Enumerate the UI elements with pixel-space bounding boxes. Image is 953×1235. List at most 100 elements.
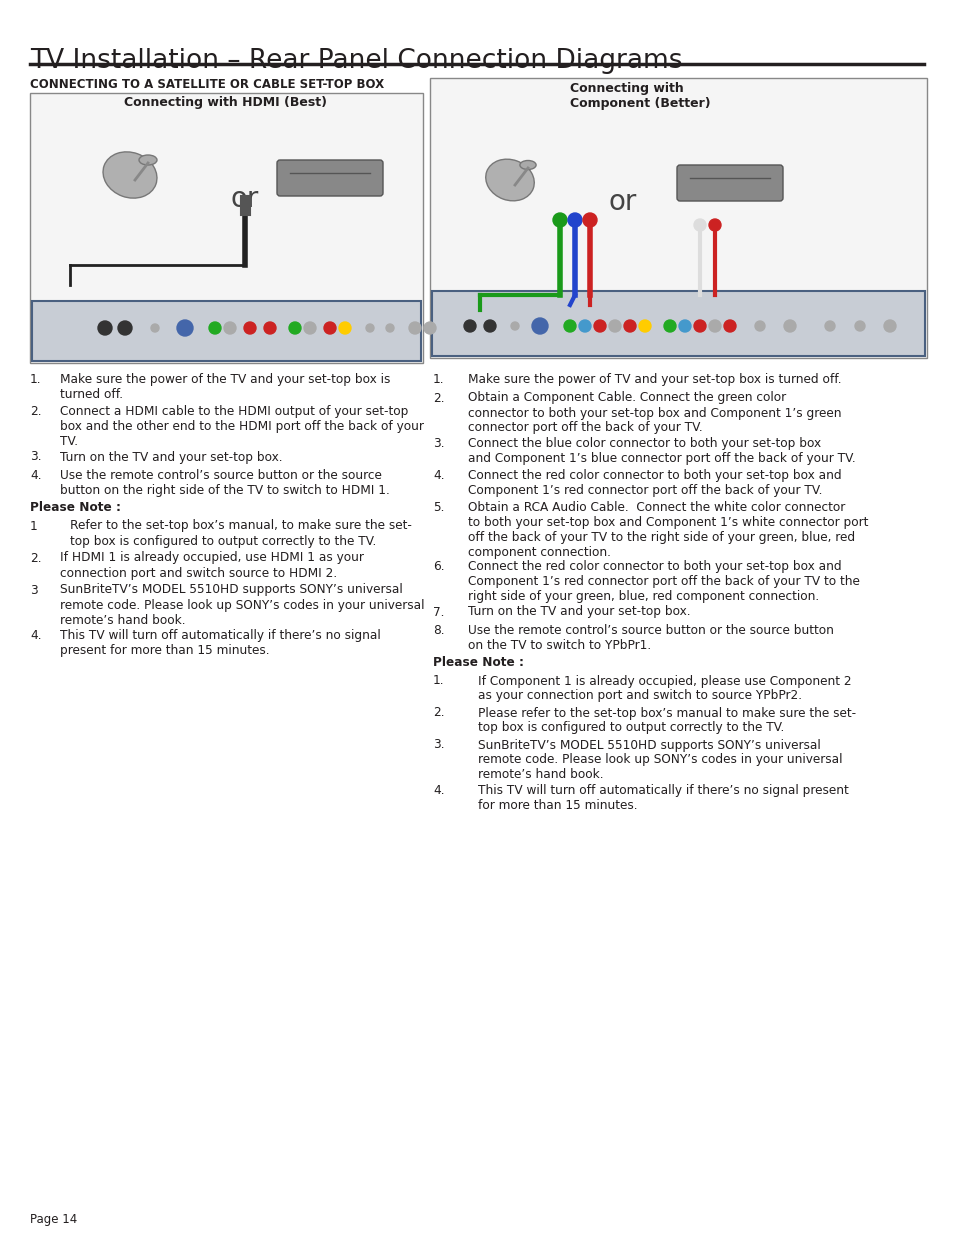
Text: 3.: 3. xyxy=(30,451,42,463)
Circle shape xyxy=(723,320,735,332)
FancyBboxPatch shape xyxy=(430,78,926,358)
Circle shape xyxy=(708,320,720,332)
Text: If Component 1 is already occupied, please use Component 2
as your connection po: If Component 1 is already occupied, plea… xyxy=(477,674,851,703)
Circle shape xyxy=(693,320,705,332)
Circle shape xyxy=(264,322,275,333)
Circle shape xyxy=(693,219,705,231)
Circle shape xyxy=(483,320,496,332)
Circle shape xyxy=(824,321,834,331)
Text: TV Installation – Rear Panel Connection Diagrams: TV Installation – Rear Panel Connection … xyxy=(30,48,681,74)
Circle shape xyxy=(118,321,132,335)
Text: 1.: 1. xyxy=(433,674,444,688)
Text: 6.: 6. xyxy=(433,559,444,573)
Circle shape xyxy=(304,322,315,333)
Circle shape xyxy=(623,320,636,332)
Text: 2.: 2. xyxy=(30,405,42,417)
Circle shape xyxy=(511,322,518,330)
Text: 4.: 4. xyxy=(433,469,444,482)
Circle shape xyxy=(582,212,597,227)
Ellipse shape xyxy=(103,152,157,198)
Text: Make sure the power of the TV and your set-top box is
turned off.: Make sure the power of the TV and your s… xyxy=(60,373,390,401)
Text: This TV will turn off automatically if there’s no signal
present for more than 1: This TV will turn off automatically if t… xyxy=(60,629,380,657)
Circle shape xyxy=(423,322,436,333)
Text: Obtain a RCA Audio Cable.  Connect the white color connector
to both your set-to: Obtain a RCA Audio Cable. Connect the wh… xyxy=(468,501,867,559)
Text: Connecting with HDMI (Best): Connecting with HDMI (Best) xyxy=(125,96,327,109)
Text: 5.: 5. xyxy=(433,501,444,514)
Text: 2.: 2. xyxy=(433,706,444,720)
Circle shape xyxy=(608,320,620,332)
Text: 2.: 2. xyxy=(30,552,42,564)
Circle shape xyxy=(854,321,864,331)
Text: Use the remote control’s source button or the source
button on the right side of: Use the remote control’s source button o… xyxy=(60,469,390,496)
Text: Connect the red color connector to both your set-top box and
Component 1’s red c: Connect the red color connector to both … xyxy=(468,559,859,603)
Circle shape xyxy=(754,321,764,331)
Text: This TV will turn off automatically if there’s no signal present
for more than 1: This TV will turn off automatically if t… xyxy=(477,784,848,811)
Text: 3.: 3. xyxy=(433,739,444,752)
Text: CONNECTING TO A SATELLITE OR CABLE SET-TOP BOX: CONNECTING TO A SATELLITE OR CABLE SET-T… xyxy=(30,78,384,91)
Text: Please Note :: Please Note : xyxy=(433,656,523,669)
Circle shape xyxy=(386,324,394,332)
FancyBboxPatch shape xyxy=(677,165,782,201)
Text: 3: 3 xyxy=(30,583,38,597)
FancyBboxPatch shape xyxy=(276,161,382,196)
FancyBboxPatch shape xyxy=(30,93,422,363)
Circle shape xyxy=(783,320,795,332)
Circle shape xyxy=(553,212,566,227)
Circle shape xyxy=(567,212,581,227)
Text: Make sure the power of TV and your set-top box is turned off.: Make sure the power of TV and your set-t… xyxy=(468,373,841,387)
Circle shape xyxy=(338,322,351,333)
Text: 4.: 4. xyxy=(433,784,444,797)
FancyBboxPatch shape xyxy=(432,291,924,356)
Text: 1.: 1. xyxy=(433,373,444,387)
Text: or: or xyxy=(608,188,637,216)
Text: If HDMI 1 is already occupied, use HDMI 1 as your
connection port and switch sou: If HDMI 1 is already occupied, use HDMI … xyxy=(60,552,363,579)
Text: Turn on the TV and your set-top box.: Turn on the TV and your set-top box. xyxy=(468,605,690,619)
Text: Connect a HDMI cable to the HDMI output of your set-top
box and the other end to: Connect a HDMI cable to the HDMI output … xyxy=(60,405,423,448)
Text: Connecting with
Component (Better): Connecting with Component (Better) xyxy=(569,82,710,110)
Circle shape xyxy=(563,320,576,332)
Text: 3.: 3. xyxy=(433,437,444,450)
Circle shape xyxy=(224,322,235,333)
Circle shape xyxy=(532,317,547,333)
Circle shape xyxy=(679,320,690,332)
Circle shape xyxy=(244,322,255,333)
Circle shape xyxy=(289,322,301,333)
Text: Please Note :: Please Note : xyxy=(30,501,121,514)
Text: 8.: 8. xyxy=(433,624,444,637)
Circle shape xyxy=(578,320,590,332)
Text: 7.: 7. xyxy=(433,605,444,619)
Text: 4.: 4. xyxy=(30,629,42,642)
Circle shape xyxy=(663,320,676,332)
Circle shape xyxy=(366,324,374,332)
Text: Use the remote control’s source button or the source button
on the TV to switch : Use the remote control’s source button o… xyxy=(468,624,833,652)
Text: Obtain a Component Cable. Connect the green color
connector to both your set-top: Obtain a Component Cable. Connect the gr… xyxy=(468,391,841,435)
Circle shape xyxy=(883,320,895,332)
Ellipse shape xyxy=(485,159,534,201)
Circle shape xyxy=(708,219,720,231)
Circle shape xyxy=(98,321,112,335)
Circle shape xyxy=(324,322,335,333)
Text: Turn on the TV and your set-top box.: Turn on the TV and your set-top box. xyxy=(60,451,282,463)
Text: or: or xyxy=(231,185,259,212)
Circle shape xyxy=(209,322,221,333)
Text: SunBriteTV’s MODEL 5510HD supports SONY’s universal
remote code. Please look up : SunBriteTV’s MODEL 5510HD supports SONY’… xyxy=(60,583,424,626)
Circle shape xyxy=(151,324,159,332)
Text: 4.: 4. xyxy=(30,469,42,482)
Text: 1: 1 xyxy=(30,520,38,532)
Text: 1.: 1. xyxy=(30,373,42,387)
Ellipse shape xyxy=(139,156,157,165)
Text: Please refer to the set-top box’s manual to make sure the set-
top box is config: Please refer to the set-top box’s manual… xyxy=(477,706,855,735)
Circle shape xyxy=(463,320,476,332)
Circle shape xyxy=(177,320,193,336)
Text: SunBriteTV’s MODEL 5510HD supports SONY’s universal
remote code. Please look up : SunBriteTV’s MODEL 5510HD supports SONY’… xyxy=(477,739,841,782)
Text: Connect the blue color connector to both your set-top box
and Component 1’s blue: Connect the blue color connector to both… xyxy=(468,437,855,466)
Circle shape xyxy=(639,320,650,332)
Circle shape xyxy=(594,320,605,332)
Text: 2.: 2. xyxy=(433,391,444,405)
Text: Refer to the set-top box’s manual, to make sure the set-
top box is configured t: Refer to the set-top box’s manual, to ma… xyxy=(70,520,412,547)
Text: Page 14: Page 14 xyxy=(30,1213,77,1226)
Ellipse shape xyxy=(519,161,536,169)
Circle shape xyxy=(409,322,420,333)
FancyBboxPatch shape xyxy=(32,301,420,361)
Text: Connect the red color connector to both your set-top box and
Component 1’s red c: Connect the red color connector to both … xyxy=(468,469,841,496)
